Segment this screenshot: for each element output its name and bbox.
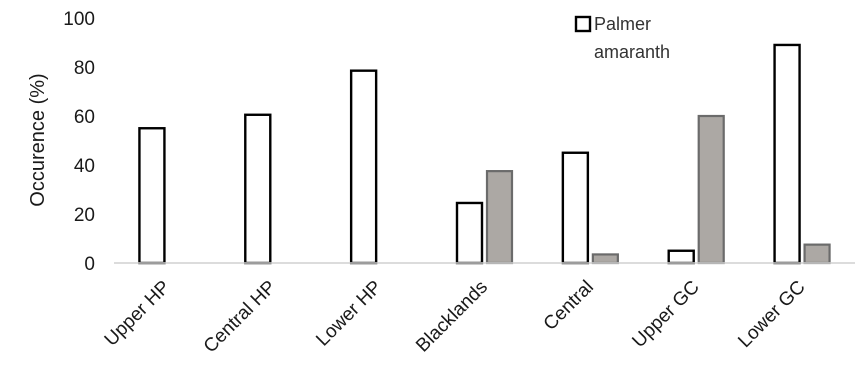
legend-label-palmer-amaranth-line1: Palmer bbox=[594, 14, 651, 34]
y-tick-label: 20 bbox=[74, 205, 95, 226]
y-tick-label: 0 bbox=[84, 254, 95, 275]
bar-series-2 bbox=[697, 114, 725, 265]
y-tick-label: 40 bbox=[74, 156, 95, 177]
legend-label-palmer-amaranth-line2: amaranth bbox=[594, 42, 670, 62]
y-axis-ticks: 0 20 40 60 80 100 bbox=[63, 9, 95, 275]
category-label: Central HP bbox=[200, 277, 281, 358]
bar-series-2 bbox=[803, 243, 831, 265]
category-label: Upper HP bbox=[101, 277, 175, 351]
y-tick-label: 60 bbox=[74, 107, 95, 128]
category-label: Lower GC bbox=[734, 277, 809, 352]
bar-palmer-amaranth bbox=[773, 43, 801, 265]
category-label: Central bbox=[540, 277, 598, 335]
y-axis-title: Occurence (%) bbox=[27, 73, 49, 206]
bar-palmer-amaranth bbox=[667, 249, 695, 265]
bar-palmer-amaranth bbox=[138, 127, 166, 265]
category-labels: Upper HP Central HP Lower HP Blacklands Cent… bbox=[101, 277, 810, 358]
category-label: Upper GC bbox=[628, 277, 703, 352]
bar-palmer-amaranth bbox=[455, 201, 484, 265]
y-tick-label: 100 bbox=[63, 9, 95, 30]
bar-palmer-amaranth bbox=[244, 113, 272, 265]
category-label: Lower HP bbox=[312, 277, 386, 351]
y-tick-label: 80 bbox=[74, 58, 95, 79]
legend-swatch-palmer-amaranth bbox=[574, 15, 592, 33]
category-label: Blacklands bbox=[412, 277, 492, 357]
bar-series-2 bbox=[485, 170, 514, 265]
bar-palmer-amaranth bbox=[349, 69, 378, 265]
legend: Palmer amaranth bbox=[574, 14, 670, 62]
bar-series-2 bbox=[591, 253, 619, 265]
bar-palmer-amaranth bbox=[561, 151, 590, 265]
bars bbox=[138, 43, 831, 265]
